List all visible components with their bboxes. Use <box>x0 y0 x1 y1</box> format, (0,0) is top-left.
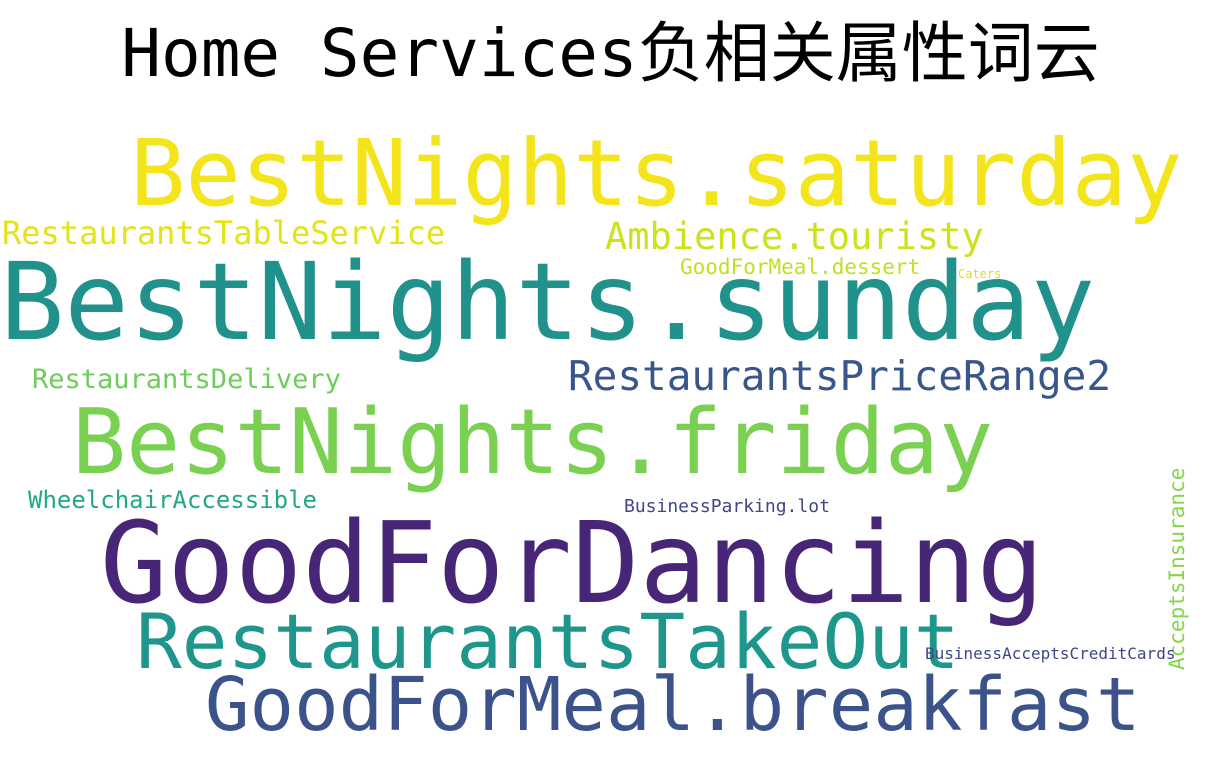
word-goodformeal-dessert: GoodForMeal.dessert <box>680 255 921 279</box>
word-goodformeal-breakfast: GoodForMeal.breakfast <box>205 662 1141 748</box>
word-business-accepts-credit-cards: BusinessAcceptsCreditCards <box>925 644 1176 663</box>
word-restaurants-takeout: RestaurantsTakeOut <box>136 597 960 686</box>
word-businessparking-lot: BusinessParking.lot <box>624 496 830 517</box>
word-restaurants-table-service: RestaurantsTableService <box>2 214 446 252</box>
word-bestnights-sunday: BestNights.sunday <box>0 241 1096 365</box>
word-ambience-touristy: Ambience.touristy <box>605 215 984 258</box>
word-caters: Caters <box>958 267 1002 281</box>
word-good-for-dancing: GoodForDancing <box>100 499 1045 629</box>
word-restaurants-delivery: RestaurantsDelivery <box>32 364 341 395</box>
word-bestnights-saturday: BestNights.saturday <box>130 120 1183 227</box>
page-title: Home Services负相关属性词云 <box>121 15 1100 92</box>
word-wheelchair-accessible: WheelchairAccessible <box>28 486 317 514</box>
word-bestnights-friday: BestNights.friday <box>72 390 994 495</box>
word-accepts-insurance: AcceptsInsurance <box>1165 467 1189 670</box>
word-restaurants-price-range2: RestaurantsPriceRange2 <box>568 352 1112 400</box>
